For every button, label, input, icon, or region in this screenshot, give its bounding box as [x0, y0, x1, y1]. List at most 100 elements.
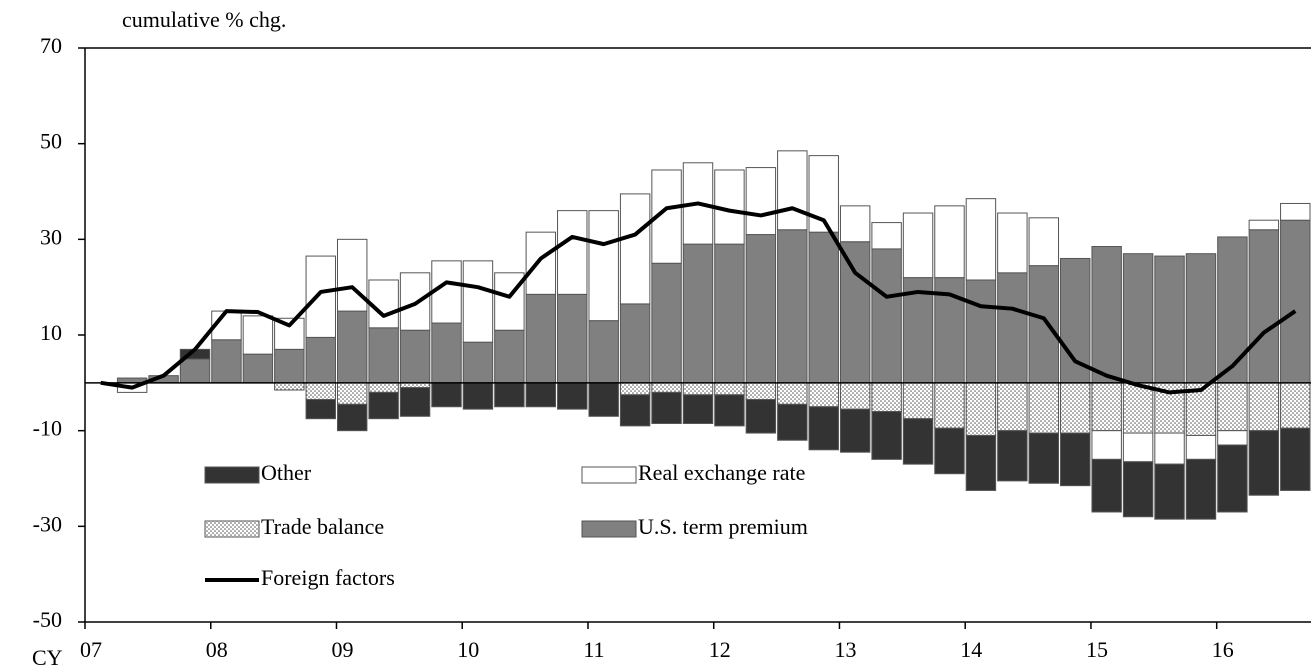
- bar-segment: [1091, 382, 1122, 432]
- bar-segment: [336, 403, 368, 432]
- bar-segment: [1060, 432, 1091, 487]
- bar-segment: [1248, 219, 1280, 231]
- bar-segment: [997, 212, 1028, 274]
- bar-segment: [1280, 202, 1311, 221]
- bar-segment: [839, 241, 871, 384]
- legend-swatch: [204, 520, 260, 538]
- bar-segment: [1028, 382, 1060, 434]
- x-tick-label: 12: [709, 637, 731, 662]
- bar-segment: [965, 198, 997, 281]
- bar-segment: [839, 205, 871, 243]
- bar-segment: [1280, 219, 1311, 384]
- bar-segment: [1248, 382, 1280, 432]
- bar-segment: [242, 353, 274, 384]
- bar-segment: [494, 329, 525, 384]
- legend-label: Other: [261, 460, 312, 485]
- bar-segment: [1154, 463, 1185, 520]
- bar-segment: [1122, 461, 1154, 518]
- bar-segment: [745, 167, 777, 236]
- bar-segment: [934, 205, 965, 279]
- bar-segment: [1248, 229, 1280, 384]
- bar-segment: [682, 382, 714, 396]
- bar-segment: [336, 310, 368, 384]
- bar-segment: [714, 382, 745, 396]
- bar-segment: [682, 394, 714, 424]
- bar-segment: [808, 406, 839, 451]
- bar-segment: [997, 272, 1028, 384]
- x-tick-label: 11: [583, 637, 604, 662]
- bar-segment: [1091, 458, 1122, 513]
- bar-segment: [525, 382, 557, 408]
- bar-segment: [839, 408, 871, 453]
- bar-segment: [1280, 382, 1311, 429]
- legend-label: Foreign factors: [261, 565, 395, 590]
- bar-segment: [902, 418, 934, 465]
- legend-swatch: [204, 466, 260, 484]
- bar-segment: [619, 394, 651, 427]
- bar-segment: [965, 382, 997, 436]
- bar-segment: [368, 279, 399, 329]
- bar-segment: [368, 327, 399, 384]
- bar-segment: [431, 260, 462, 324]
- x-tick-label: 09: [331, 637, 353, 662]
- x-tick-label: 10: [457, 637, 479, 662]
- bar-segment: [871, 248, 902, 384]
- y-tick-label: -50: [33, 607, 62, 632]
- x-tick-label: 15: [1086, 637, 1108, 662]
- x-tick-label: 07: [80, 637, 102, 662]
- bar-segment: [902, 382, 934, 420]
- bar-segment: [399, 329, 431, 384]
- bar-segment: [934, 427, 965, 475]
- bar-segment: [1217, 430, 1248, 446]
- bar-segment: [211, 339, 242, 384]
- bar-segment: [494, 382, 525, 408]
- bar-segment: [745, 399, 777, 434]
- bar-segment: [1217, 382, 1248, 432]
- bar-segment: [997, 382, 1028, 432]
- bar-segment: [619, 193, 651, 305]
- y-tick-label: -10: [33, 416, 62, 441]
- bar-segment: [1154, 255, 1185, 384]
- bar-segment: [1028, 217, 1060, 267]
- x-tick-label: 16: [1212, 637, 1234, 662]
- bar-segment: [682, 243, 714, 384]
- y-tick-label: 10: [40, 320, 62, 345]
- bar-segment: [651, 391, 682, 424]
- bar-segment: [651, 382, 682, 393]
- y-tick-label: -30: [33, 511, 62, 536]
- bar-segment: [1280, 427, 1311, 491]
- bar-segment: [336, 238, 368, 312]
- x-tick-label: 13: [834, 637, 856, 662]
- bar-segment: [1122, 382, 1154, 434]
- bar-segment: [399, 387, 431, 417]
- bar-segment: [1122, 253, 1154, 384]
- bar-segment: [557, 382, 588, 410]
- bar-segment: [305, 255, 336, 338]
- line-series: [100, 201, 1297, 395]
- bar-segment: [902, 212, 934, 279]
- bar-segment: [619, 382, 651, 396]
- legend-label: Trade balance: [261, 514, 384, 539]
- bar-segment: [1217, 444, 1248, 513]
- bar-segment: [305, 336, 336, 384]
- bar-segment: [871, 222, 902, 250]
- legend-swatch: [581, 520, 637, 538]
- bar-segment: [871, 411, 902, 460]
- x-axis-label: CY: [32, 645, 63, 670]
- bar-segment: [965, 279, 997, 384]
- bar-segment: [1091, 430, 1122, 460]
- bar-segment: [1091, 246, 1122, 384]
- bar-segment: [619, 303, 651, 384]
- y-axis-label: cumulative % chg.: [122, 7, 286, 32]
- bar-segment: [1185, 434, 1217, 460]
- bar-segment: [745, 382, 777, 401]
- bar-segment: [462, 382, 494, 410]
- bar-segment: [1185, 458, 1217, 520]
- bar-segment: [934, 382, 965, 429]
- bar-segment: [242, 315, 274, 355]
- bar-segment: [777, 150, 808, 231]
- bar-segment: [368, 382, 399, 393]
- bar-segment: [808, 231, 839, 384]
- bar-segment: [1122, 432, 1154, 463]
